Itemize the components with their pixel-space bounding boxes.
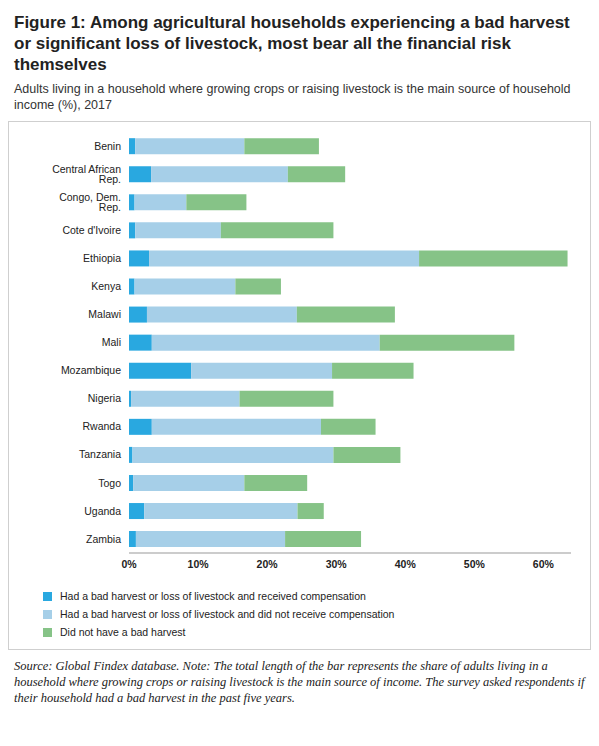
html-text:Figure 1: Among agricultural h: Figure 1: Among agricultural households … [14, 13, 570, 74]
svg-text:Ethiopia: Ethiopia [83, 252, 121, 264]
svg-text:Tanzania: Tanzania [79, 448, 121, 460]
svg-text:60%: 60% [533, 558, 555, 570]
svg-text:40%: 40% [395, 558, 417, 570]
html-text:Adults living in a household w: Adults living in a household where growi… [14, 82, 571, 112]
svg-text:10%: 10% [188, 558, 210, 570]
svg-text:0%: 0% [121, 558, 137, 570]
html-text:Source: Global Findex database: Source: Global Findex database. Note: Th… [14, 659, 585, 705]
svg-text:Benin: Benin [94, 140, 121, 152]
svg-text:Uganda: Uganda [84, 505, 121, 517]
svg-text:30%: 30% [326, 558, 348, 570]
svg-text:Kenya: Kenya [91, 280, 121, 292]
svg-text:Zambia: Zambia [86, 533, 121, 545]
svg-text:Malawi: Malawi [88, 308, 121, 320]
svg-text:Togo: Togo [98, 477, 121, 489]
svg-text:50%: 50% [464, 558, 486, 570]
svg-text:Congo, Dem.Rep.: Congo, Dem.Rep. [59, 191, 121, 214]
html-text:Did not have a bad harvest: Did not have a bad harvest [60, 626, 186, 638]
html-text:Had a bad harvest or loss of l: Had a bad harvest or loss of livestock a… [60, 590, 366, 602]
svg-text:Cote d'Ivoire: Cote d'Ivoire [62, 224, 121, 236]
svg-text:Rwanda: Rwanda [82, 420, 121, 432]
svg-text:Mozambique: Mozambique [61, 364, 121, 376]
svg-text:Mali: Mali [102, 336, 121, 348]
svg-text:Nigeria: Nigeria [88, 392, 121, 404]
svg-text:Central AfricanRep.: Central AfricanRep. [52, 163, 121, 186]
html-text:Had a bad harvest or loss of l: Had a bad harvest or loss of livestock a… [60, 608, 395, 620]
svg-text:20%: 20% [257, 558, 279, 570]
